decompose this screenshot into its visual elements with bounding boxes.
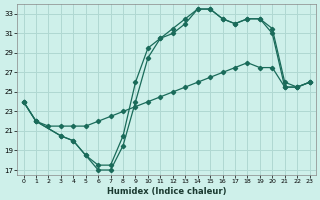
- X-axis label: Humidex (Indice chaleur): Humidex (Indice chaleur): [107, 187, 226, 196]
